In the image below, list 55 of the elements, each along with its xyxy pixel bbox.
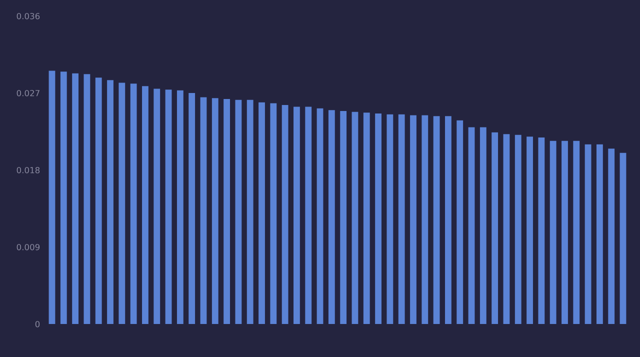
bar bbox=[608, 148, 615, 324]
bar bbox=[456, 120, 464, 324]
bar bbox=[48, 70, 56, 324]
bar bbox=[212, 98, 218, 324]
bar bbox=[305, 106, 312, 324]
bar bbox=[246, 100, 254, 324]
bar bbox=[480, 127, 486, 324]
bar bbox=[352, 112, 358, 324]
bar bbox=[620, 152, 626, 324]
bar bbox=[84, 74, 90, 324]
bar bbox=[538, 137, 545, 324]
y-tick-label: 0.036 bbox=[16, 12, 40, 20]
bar bbox=[72, 73, 79, 324]
bar bbox=[503, 134, 510, 324]
bar bbox=[270, 103, 277, 324]
bar bbox=[142, 86, 148, 324]
bar bbox=[363, 112, 370, 324]
bar bbox=[154, 88, 160, 324]
bar bbox=[433, 116, 440, 324]
y-tick-label: 0 bbox=[35, 320, 40, 328]
bar bbox=[235, 100, 242, 324]
bar bbox=[258, 102, 265, 324]
bar bbox=[165, 90, 172, 324]
bar bbox=[445, 116, 452, 324]
y-tick-label: 0.027 bbox=[16, 90, 40, 96]
bar bbox=[282, 104, 288, 324]
bar bbox=[550, 140, 556, 324]
y-tick-label: 0.009 bbox=[16, 244, 40, 250]
bar bbox=[294, 106, 300, 324]
bar bbox=[316, 108, 324, 324]
bar bbox=[584, 144, 592, 324]
bar bbox=[107, 80, 114, 324]
bar bbox=[224, 98, 230, 324]
bar bbox=[410, 115, 416, 324]
bar bbox=[573, 140, 580, 324]
bar bbox=[596, 144, 603, 324]
bar bbox=[340, 110, 347, 324]
y-tick-label: 0.018 bbox=[16, 166, 40, 174]
bar bbox=[328, 110, 335, 324]
bar bbox=[514, 134, 522, 324]
bar bbox=[200, 97, 207, 324]
bar bbox=[375, 114, 382, 324]
bar bbox=[130, 84, 137, 324]
bar bbox=[492, 132, 498, 324]
bar bbox=[188, 93, 196, 324]
bar bbox=[562, 140, 568, 324]
bar bbox=[95, 78, 102, 324]
bar bbox=[118, 82, 126, 324]
bar bbox=[386, 114, 394, 324]
bar bbox=[526, 136, 533, 324]
bar bbox=[422, 115, 428, 324]
bar bbox=[468, 127, 475, 324]
bar bbox=[176, 90, 184, 324]
bar bbox=[60, 72, 67, 324]
bar bbox=[398, 114, 405, 324]
